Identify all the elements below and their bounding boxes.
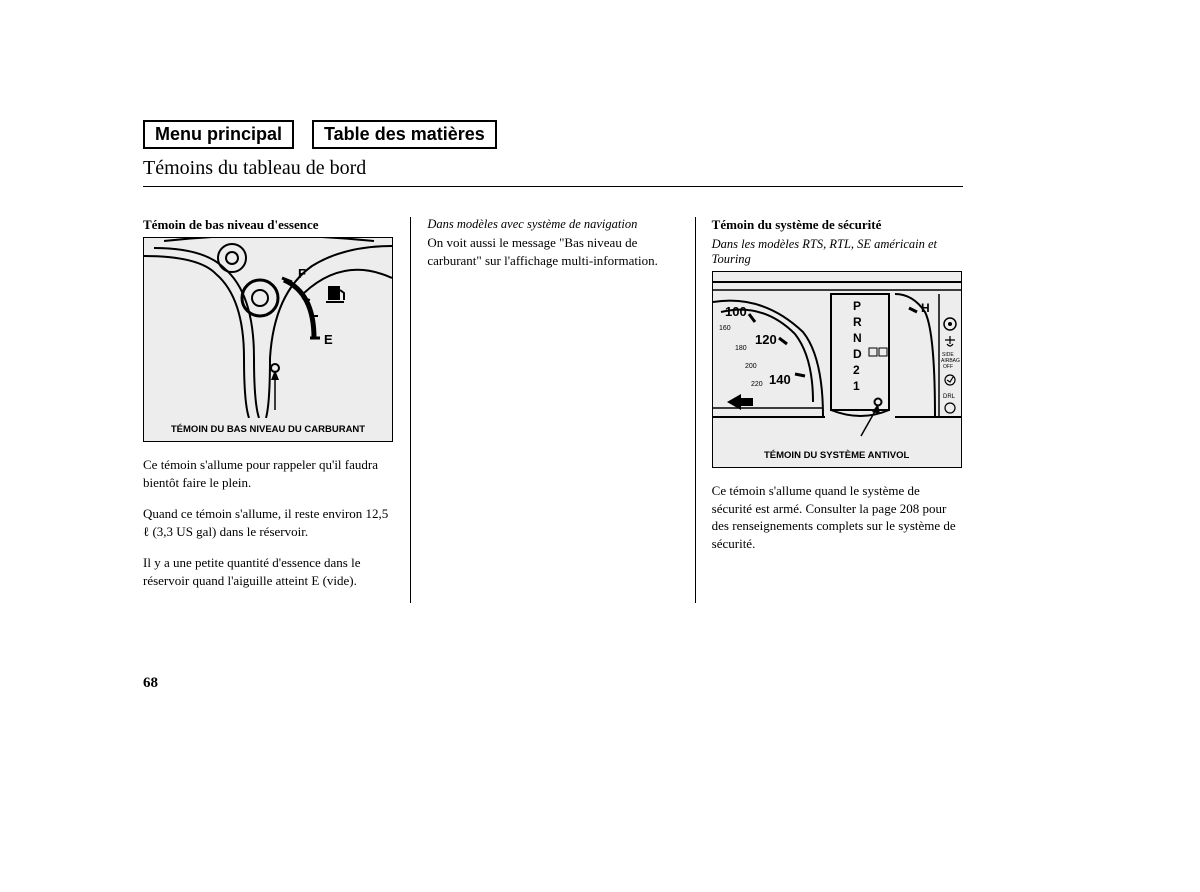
svg-text:P: P [853, 299, 861, 313]
col3-p1: Ce témoin s'allume quand le système de s… [712, 482, 963, 552]
column-3: Témoin du système de sécurité Dans les m… [695, 217, 963, 603]
fuel-gauge-icon: F E [144, 238, 392, 418]
svg-text:N: N [853, 331, 862, 345]
svg-text:H: H [921, 301, 930, 315]
page-title: Témoins du tableau de bord [143, 157, 963, 180]
svg-text:120: 120 [755, 332, 777, 347]
svg-text:1: 1 [853, 379, 860, 393]
security-indicator-figure: 100 120 140 160 180 200 220 [712, 271, 962, 468]
svg-text:OFF: OFF [943, 364, 953, 370]
svg-text:140: 140 [769, 372, 791, 387]
svg-text:180: 180 [735, 345, 747, 352]
svg-text:160: 160 [719, 325, 731, 332]
toc-button[interactable]: Table des matières [312, 120, 497, 149]
col3-heading: Témoin du système de sécurité [712, 217, 963, 233]
col1-p3: Il y a une petite quantité d'essence dan… [143, 554, 394, 589]
svg-text:200: 200 [745, 363, 757, 370]
svg-text:F: F [298, 266, 306, 281]
svg-text:R: R [853, 315, 862, 329]
security-figure-caption: TÉMOIN DU SYSTÈME ANTIVOL [713, 444, 961, 467]
main-menu-button[interactable]: Menu principal [143, 120, 294, 149]
svg-text:D: D [853, 347, 862, 361]
fuel-figure-caption: TÉMOIN DU BAS NIVEAU DU CARBURANT [144, 418, 392, 441]
nav-buttons: Menu principal Table des matières [143, 120, 963, 149]
col3-italic: Dans les modèles RTS, RTL, SE américain … [712, 237, 963, 267]
column-2: Dans modèles avec système de navigation … [410, 217, 694, 603]
manual-page: Menu principal Table des matières Témoin… [143, 120, 963, 603]
col1-heading: Témoin de bas niveau d'essence [143, 217, 394, 233]
col2-italic: Dans modèles avec système de navigation [427, 217, 678, 232]
svg-text:220: 220 [751, 381, 763, 388]
security-dashboard-icon: 100 120 140 160 180 200 220 [713, 272, 961, 444]
svg-text:2: 2 [853, 363, 860, 377]
title-rule [143, 186, 963, 187]
col1-p1: Ce témoin s'allume pour rappeler qu'il f… [143, 456, 394, 491]
svg-text:E: E [324, 332, 333, 347]
page-number: 68 [143, 675, 158, 692]
fuel-gauge-figure: F E TÉMOIN DU BAS NIVEAU DU CARBURANT [143, 237, 393, 442]
svg-text:DRL: DRL [943, 394, 956, 400]
col1-p2: Quand ce témoin s'allume, il reste envir… [143, 505, 394, 540]
content-columns: Témoin de bas niveau d'essence [143, 217, 963, 603]
col2-p1: On voit aussi le message "Bas niveau de … [427, 234, 678, 269]
svg-text:100: 100 [725, 304, 747, 319]
column-1: Témoin de bas niveau d'essence [143, 217, 410, 603]
